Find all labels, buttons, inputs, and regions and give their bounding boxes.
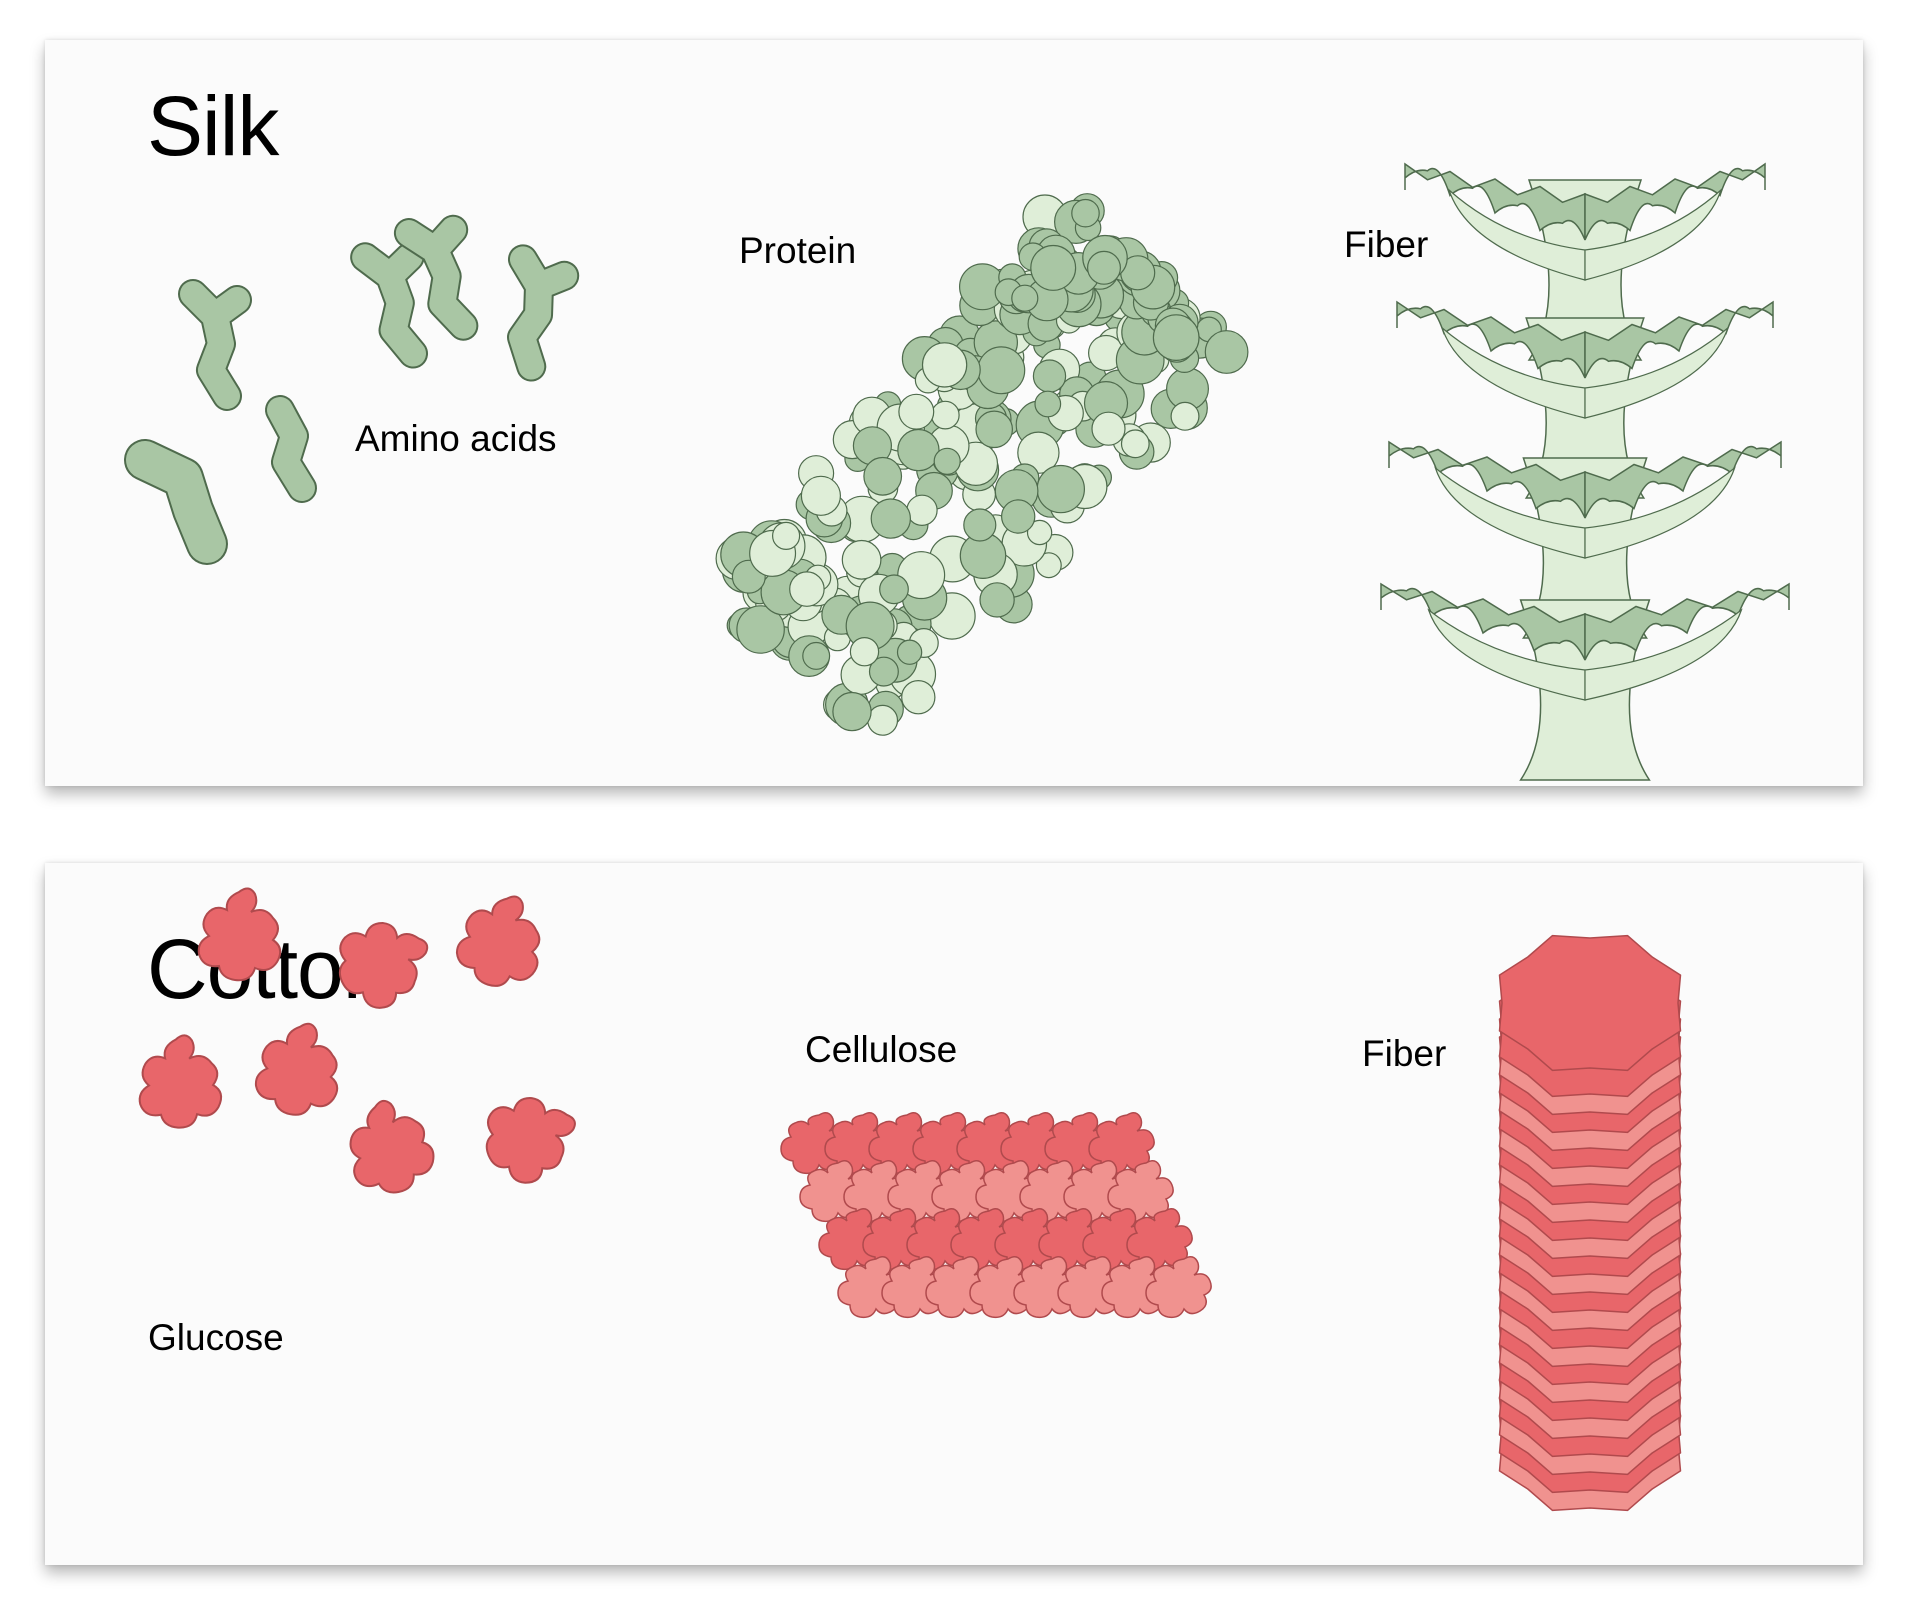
cotton-fiber-stack bbox=[1498, 934, 1682, 1512]
silk-panel: Silk Amino acids Protein Fiber bbox=[45, 40, 1863, 786]
protein-cluster bbox=[715, 193, 1249, 736]
silk-fiber-label: Fiber bbox=[1344, 224, 1429, 265]
amino-acid-molecules bbox=[124, 224, 566, 565]
cotton-illustrations bbox=[134, 887, 1682, 1512]
cotton-fiber-label: Fiber bbox=[1362, 1033, 1447, 1074]
amino-acids-label: Amino acids bbox=[355, 418, 557, 459]
cotton-panel: Cotton Glucose Cellulose Fiber bbox=[45, 863, 1863, 1565]
silk-title: Silk bbox=[147, 79, 279, 173]
cellulose-sheet bbox=[780, 1112, 1212, 1319]
silk-illustrations bbox=[124, 162, 1790, 781]
glucose-label: Glucose bbox=[148, 1317, 284, 1358]
protein-label: Protein bbox=[739, 230, 857, 271]
glucose-molecules bbox=[134, 887, 592, 1205]
silk-fiber-stack bbox=[1380, 162, 1790, 781]
cellulose-label: Cellulose bbox=[805, 1029, 958, 1070]
